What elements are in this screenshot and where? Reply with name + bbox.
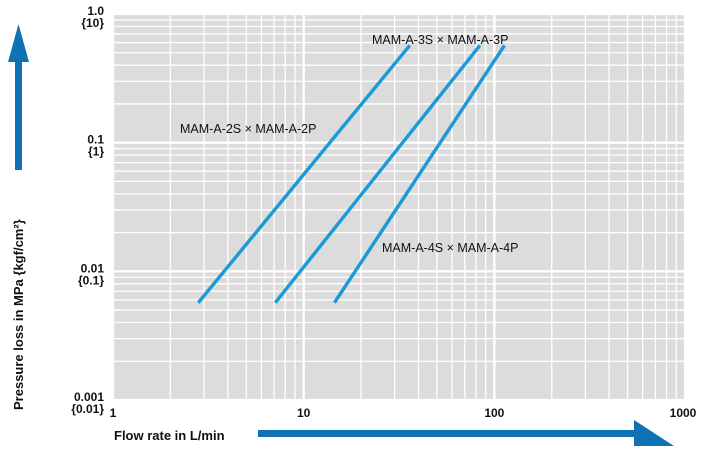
y-tick-sublabel: {0.1} xyxy=(78,273,104,287)
y-tick-label: 0.1 xyxy=(87,133,104,147)
grid xyxy=(111,12,687,402)
x-tick-label: 1000 xyxy=(670,406,697,420)
y-tick-sublabel: {10} xyxy=(81,16,104,30)
series-label-4s-4p: MAM-A-4S × MAM-A-4P xyxy=(382,241,518,255)
y-tick-sublabel: {0.01} xyxy=(71,402,104,416)
series-label-2s-2p: MAM-A-2S × MAM-A-2P xyxy=(180,122,316,136)
series-line-2 xyxy=(333,44,506,304)
series-label-3s-3p: MAM-A-3S × MAM-A-3P xyxy=(372,33,508,47)
series-line-1 xyxy=(273,44,482,304)
y-axis-title: Pressure loss in MPa {kgf/cm²} xyxy=(11,219,26,410)
x-tick-label: 1 xyxy=(110,406,117,420)
y-tick-labels: 1.0{10} 0.1{1} 0.01{0.1} 0.001{0.01} xyxy=(71,4,104,416)
y-tick-label: 1.0 xyxy=(87,4,104,18)
y-tick-label: 0.01 xyxy=(81,261,105,275)
y-tick-sublabel: {1} xyxy=(88,145,104,159)
series-lines xyxy=(196,44,506,304)
x-tick-label: 10 xyxy=(297,406,311,420)
x-tick-label: 100 xyxy=(484,406,504,420)
series-labels: MAM-A-2S × MAM-A-2P MAM-A-3S × MAM-A-3P … xyxy=(180,33,518,255)
series-line-0 xyxy=(196,44,412,304)
x-tick-labels: 1 10 100 1000 xyxy=(110,406,697,420)
y-axis-arrow xyxy=(8,24,29,170)
x-axis-arrow xyxy=(258,420,674,446)
x-axis-title: Flow rate in L/min xyxy=(114,428,225,443)
y-tick-label: 0.001 xyxy=(74,390,104,404)
